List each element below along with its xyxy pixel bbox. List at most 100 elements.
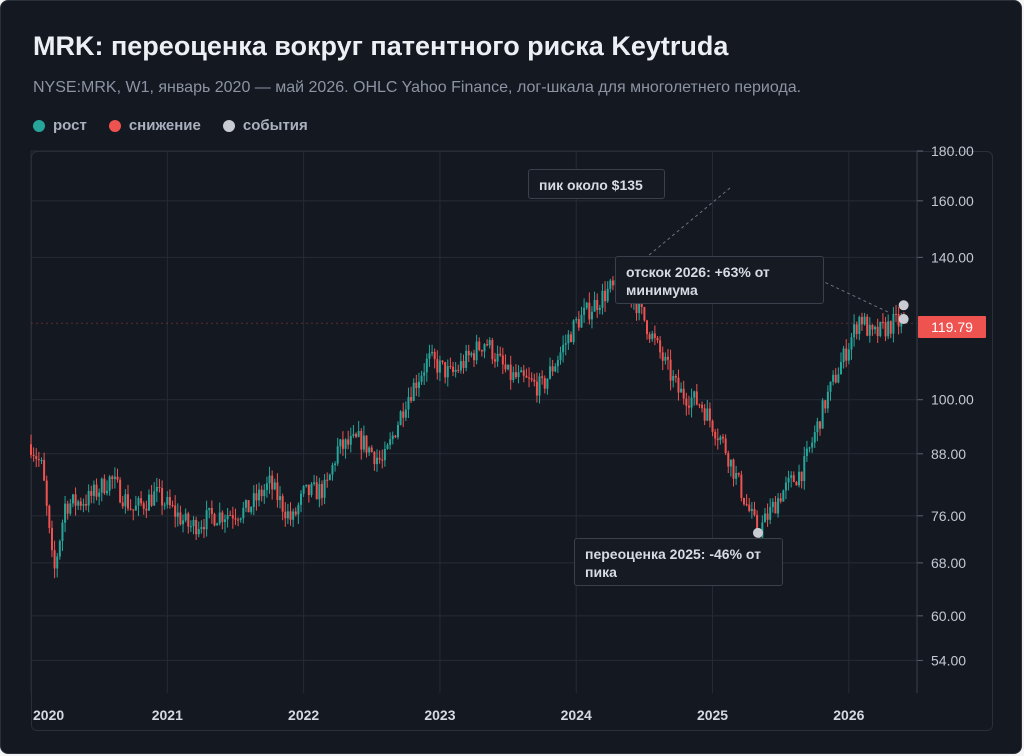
candle-body bbox=[737, 473, 740, 475]
candle-body bbox=[378, 457, 381, 460]
candle-body bbox=[635, 298, 638, 314]
candle-body bbox=[824, 400, 827, 409]
candle-body bbox=[643, 306, 646, 321]
candle-body bbox=[357, 430, 360, 437]
candle-body bbox=[509, 364, 512, 381]
candle-body bbox=[811, 442, 814, 448]
candle-body bbox=[318, 483, 321, 500]
candle-body bbox=[884, 322, 887, 337]
candle-body bbox=[37, 459, 40, 461]
candle-body bbox=[307, 484, 310, 496]
candle-body bbox=[546, 378, 549, 389]
candle-body bbox=[90, 491, 93, 496]
candle-body bbox=[590, 311, 593, 320]
candle-body bbox=[121, 502, 124, 507]
candle-body bbox=[32, 455, 35, 457]
annotation-peak: пик около $135 bbox=[528, 169, 665, 199]
candle-body bbox=[347, 439, 350, 445]
candle-body bbox=[279, 496, 282, 501]
candle-body bbox=[708, 408, 711, 421]
legend-item-events[interactable]: события bbox=[222, 117, 308, 134]
legend-item-up[interactable]: рост bbox=[33, 117, 87, 134]
candle-body bbox=[147, 494, 150, 511]
candle-body bbox=[221, 512, 224, 523]
candle-body bbox=[813, 432, 816, 443]
candle-body bbox=[800, 471, 803, 482]
candle-body bbox=[522, 370, 525, 376]
candle-body bbox=[137, 498, 140, 506]
candle-body bbox=[182, 520, 185, 525]
candle-body bbox=[588, 302, 591, 320]
candle-body bbox=[108, 476, 111, 491]
candle-body bbox=[669, 359, 672, 381]
candle-body bbox=[585, 302, 588, 308]
candle-body bbox=[376, 457, 379, 465]
legend-item-down[interactable]: снижение bbox=[108, 117, 201, 134]
candle-body bbox=[706, 408, 709, 421]
candle-body bbox=[43, 459, 46, 481]
candle-body bbox=[281, 496, 284, 512]
candle-body bbox=[795, 481, 798, 486]
candle-body bbox=[583, 307, 586, 315]
candle-body bbox=[402, 411, 405, 418]
candle-body bbox=[687, 405, 690, 408]
candle-body bbox=[729, 459, 732, 467]
candle-body bbox=[441, 360, 444, 363]
candle-body bbox=[507, 364, 510, 370]
candle-body bbox=[889, 321, 892, 334]
candle-body bbox=[142, 503, 145, 509]
candle-body bbox=[863, 316, 866, 325]
candle-body bbox=[113, 476, 116, 480]
candle-body bbox=[551, 366, 554, 372]
candle-body bbox=[808, 447, 811, 449]
candle-body bbox=[753, 509, 756, 516]
candle-body bbox=[79, 501, 82, 506]
candle-body bbox=[166, 497, 169, 505]
candle-body bbox=[719, 436, 722, 441]
candle-body bbox=[457, 369, 460, 371]
candle-body bbox=[842, 348, 845, 363]
candle-body bbox=[488, 340, 491, 346]
candle-body bbox=[543, 378, 546, 389]
candle-body bbox=[140, 498, 143, 504]
candle-body bbox=[184, 513, 187, 521]
candle-body bbox=[659, 340, 662, 353]
candle-body bbox=[606, 288, 609, 302]
candle-body bbox=[176, 512, 179, 517]
candle-body bbox=[826, 391, 829, 409]
candle-body bbox=[895, 313, 898, 315]
candle-body bbox=[470, 353, 473, 356]
candle-body bbox=[711, 420, 714, 432]
candle-body bbox=[216, 523, 219, 526]
candle-body bbox=[491, 340, 494, 360]
candle-body bbox=[575, 319, 578, 321]
candle-body bbox=[417, 381, 420, 389]
candle-body bbox=[268, 475, 271, 484]
annotation-derating: переоценка 2025: -46% от пика bbox=[574, 538, 783, 586]
candle-body bbox=[860, 316, 863, 325]
candle-body bbox=[501, 355, 504, 365]
candle-body bbox=[740, 474, 743, 499]
candle-body bbox=[661, 352, 664, 361]
candle-body bbox=[564, 343, 567, 345]
y-tick-label: 100.00 bbox=[931, 392, 974, 408]
candle-body bbox=[790, 475, 793, 478]
y-tick-label: 60.00 bbox=[931, 608, 966, 624]
candle-body bbox=[598, 307, 601, 310]
candle-body bbox=[203, 527, 206, 530]
candle-body bbox=[95, 484, 98, 497]
candle-body bbox=[92, 484, 95, 496]
candle-body bbox=[77, 501, 80, 506]
annotation-rebound-text: отскок 2026: +63% от минимума bbox=[626, 264, 770, 298]
candle-body bbox=[486, 344, 489, 346]
candle-body bbox=[82, 504, 85, 506]
candle-body bbox=[74, 494, 77, 506]
candle-body bbox=[821, 400, 824, 429]
candle-body bbox=[315, 482, 318, 500]
candle-body bbox=[265, 483, 268, 490]
candle-body bbox=[111, 476, 114, 480]
candle-body bbox=[653, 333, 656, 338]
candle-body bbox=[698, 404, 701, 406]
candle-body bbox=[496, 353, 499, 362]
